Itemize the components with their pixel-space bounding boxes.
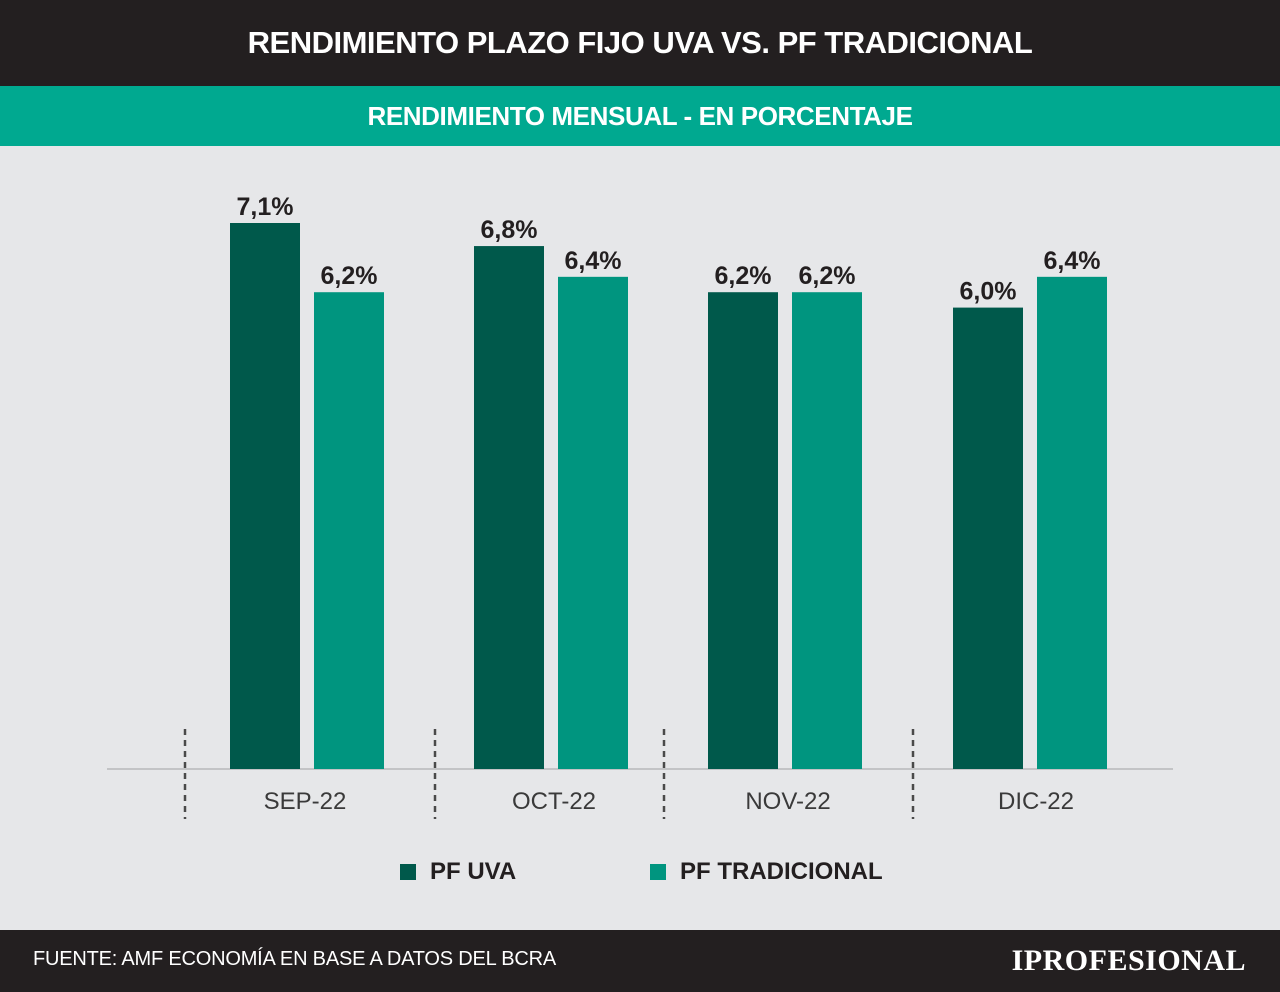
source-note: FUENTE: AMF ECONOMÍA EN BASE A DATOS DEL… xyxy=(33,948,556,970)
data-label: 6,8% xyxy=(481,216,538,244)
x-tick-label: DIC-22 xyxy=(998,788,1074,815)
chart-title: RENDIMIENTO PLAZO FIJO UVA VS. PF TRADIC… xyxy=(0,0,1280,86)
bar-pf-uva-oct-22 xyxy=(474,246,544,769)
chart-subtitle: RENDIMIENTO MENSUAL - EN PORCENTAJE xyxy=(0,86,1280,146)
chart-title-text: RENDIMIENTO PLAZO FIJO UVA VS. PF TRADIC… xyxy=(247,25,1033,60)
bar-pf-tradicional-oct-22 xyxy=(558,276,628,769)
data-label: 6,4% xyxy=(1044,247,1101,275)
x-tick-label: SEP-22 xyxy=(264,788,347,815)
data-label: 6,2% xyxy=(799,262,856,290)
legend: PF UVA PF TRADICIONAL xyxy=(0,858,1280,890)
bar-pf-tradicional-dic-22 xyxy=(1037,276,1107,769)
data-label: 6,4% xyxy=(565,247,622,275)
bar-chart: 7,1% 6,2% SEP-22 6,8% 6,4% OCT-22 6,2% 6,2% NOV-… xyxy=(107,193,1173,819)
brand-logo: IPROFESIONAL xyxy=(1011,944,1246,977)
x-tick-label: OCT-22 xyxy=(512,788,596,815)
x-tick-label: NOV-22 xyxy=(745,788,830,815)
legend-item-pf-tradicional: PF TRADICIONAL xyxy=(650,858,883,886)
data-label: 6,2% xyxy=(715,262,772,290)
bar-pf-tradicional-sep-22 xyxy=(314,292,384,769)
bar-pf-tradicional-nov-22 xyxy=(792,292,862,769)
bar-pf-uva-sep-22 xyxy=(230,223,300,769)
legend-label-pf-uva: PF UVA xyxy=(430,858,517,885)
data-label: 6,0% xyxy=(960,278,1017,306)
legend-swatch-pf-tradicional xyxy=(650,864,666,880)
legend-label-pf-tradicional: PF TRADICIONAL xyxy=(680,858,883,885)
chart-subtitle-text: RENDIMIENTO MENSUAL - EN PORCENTAJE xyxy=(367,100,913,131)
data-label: 6,2% xyxy=(321,262,378,290)
legend-item-pf-uva: PF UVA xyxy=(400,858,516,886)
bar-pf-uva-dic-22 xyxy=(953,307,1023,769)
bar-pf-uva-nov-22 xyxy=(708,292,778,769)
data-label: 7,1% xyxy=(237,193,294,221)
legend-swatch-pf-uva xyxy=(400,864,416,880)
footer: FUENTE: AMF ECONOMÍA EN BASE A DATOS DEL… xyxy=(0,930,1280,992)
